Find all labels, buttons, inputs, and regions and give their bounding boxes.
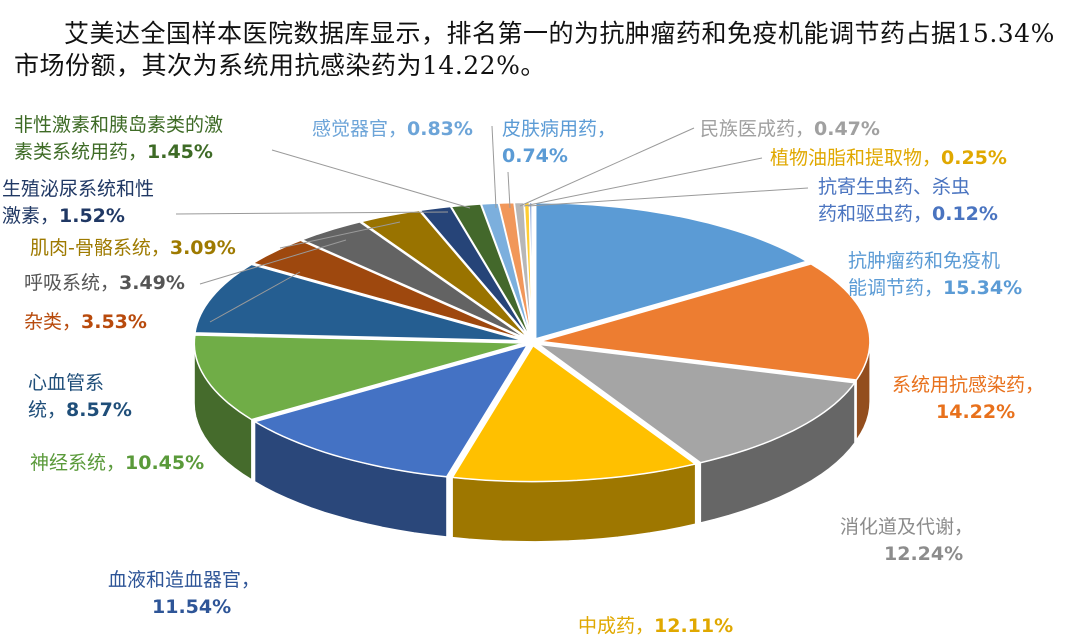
slice-label-line: 植物油脂和提取物，0.25% [770,147,1007,169]
slice-2 [535,343,857,464]
slice-percent: 1.45% [147,141,213,163]
slice-percent: 12.11% [654,615,734,637]
slice-3 [451,344,698,483]
slice-label-line: 能调节药，15.34% [848,277,1023,299]
slice-0 [534,202,809,340]
slice-label-line: 皮肤病用药， [502,118,617,140]
slice-label-line: 14.22% [892,399,1044,426]
slice-percent: 3.09% [169,237,236,259]
slice-label-10: 生殖泌尿系统和性 激素，1.52% [2,176,154,230]
slice-label-line: 肌肉-骨骼系统，3.09% [30,237,236,259]
slice-label-line: 杂类，3.53% [24,311,147,333]
slice-percent: 0.12% [932,203,998,225]
leader-line-14 [519,127,695,207]
slice-label-line: 统，8.57% [28,399,132,421]
leader-line-7 [209,271,301,323]
slice-1 [539,263,871,381]
slice-label-16: 抗寄生虫药、杀虫药和驱虫药，0.12% [818,174,998,228]
slice-label-line: 抗寄生虫药、杀虫 [818,176,971,198]
slice-label-5: 神经系统，10.45% [30,450,204,477]
slice-9 [359,209,530,340]
slice-label-line: 消化道及代谢， [840,516,974,538]
slice-percent: 0.74% [502,145,568,167]
slice-label-3: 中成药，12.11% [578,613,733,640]
slice-8 [299,221,528,340]
slice-7 [251,239,527,341]
slice-label-line: 心血管系 [28,372,105,394]
slice-percent: 14.22% [936,401,1016,423]
slice-16 [528,201,533,339]
slice-percent: 1.52% [59,205,125,227]
slice-label-11: 非性激素和胰岛素类的激 素类系统用药，1.45% [14,112,223,166]
slice-percent: 15.34% [943,277,1023,299]
slice-percent: 10.45% [125,452,205,474]
leader-lines [175,125,809,323]
slice-label-line: 血液和造血器官， [108,569,261,591]
slice-label-0: 抗肿瘤药和免疫机 能调节药，15.34% [848,248,1022,302]
slice-label-2: 消化道及代谢， 12.24% [840,514,973,568]
slice-label-line: 呼吸系统，3.49% [24,272,185,294]
slice-label-line: 神经系统，10.45% [30,452,205,474]
leader-line-12 [491,125,497,209]
leader-line-16 [527,187,809,207]
leader-line-10 [175,211,449,215]
leader-line-9 [279,221,401,249]
slice-percent: 8.57% [66,399,132,421]
slice-percent: 0.47% [814,118,880,140]
slice-label-15: 植物油脂和提取物，0.25% [770,145,1007,172]
slice-label-line: 感觉器官，0.83% [312,118,473,140]
slice-percent: 12.24% [884,543,964,565]
slice-label-line: 抗肿瘤药和免疫机 [848,250,1001,272]
slice-percent: 3.53% [81,311,147,333]
slice-percent: 0.83% [407,118,473,140]
leader-line-11 [271,149,471,209]
slice-label-line: 12.24% [840,541,973,568]
slice-label-12: 感觉器官，0.83% [312,116,473,143]
slice-4 [252,343,530,478]
slice-label-7: 杂类，3.53% [24,309,147,336]
slice-percent: 11.54% [152,596,232,618]
leader-line-8 [199,239,347,285]
slice-label-4: 血液和造血器官， 11.54% [108,567,260,621]
slice-label-9: 肌肉-骨骼系统，3.09% [30,235,236,262]
slice-label-line: 生殖泌尿系统和性 [2,178,155,200]
slice-label-line: 0.74% [502,143,616,170]
leader-line-13 [507,171,511,209]
slice-label-line: 系统用抗感染药， [892,374,1045,396]
leader-line-15 [523,157,763,207]
slice-label-8: 呼吸系统，3.49% [24,270,185,297]
slice-label-6: 心血管系统，8.57% [28,370,132,424]
slice-percent: 3.49% [119,272,185,294]
slice-5 [193,334,525,421]
slice-label-line: 素类系统用药，1.45% [14,141,213,163]
slice-label-line: 民族医成药，0.47% [700,118,880,140]
slice-label-13: 皮肤病用药， 0.74% [502,116,616,170]
slice-label-line: 中成药，12.11% [578,615,734,637]
slice-percent: 0.25% [941,147,1007,169]
slice-label-line: 激素，1.52% [2,205,125,227]
slice-label-line: 药和驱虫药，0.12% [818,203,998,225]
pie-tops [193,201,871,483]
slice-label-14: 民族医成药，0.47% [700,116,880,143]
slice-label-1: 系统用抗感染药， 14.22% [892,372,1044,426]
slice-label-line: 非性激素和胰岛素类的激 [14,114,224,136]
chart-headline: 艾美达全国样本医院数据库显示，排名第一的为抗肿瘤药和免疫机能调节药占据15.34… [14,19,1055,80]
slice-label-line: 11.54% [108,594,260,621]
